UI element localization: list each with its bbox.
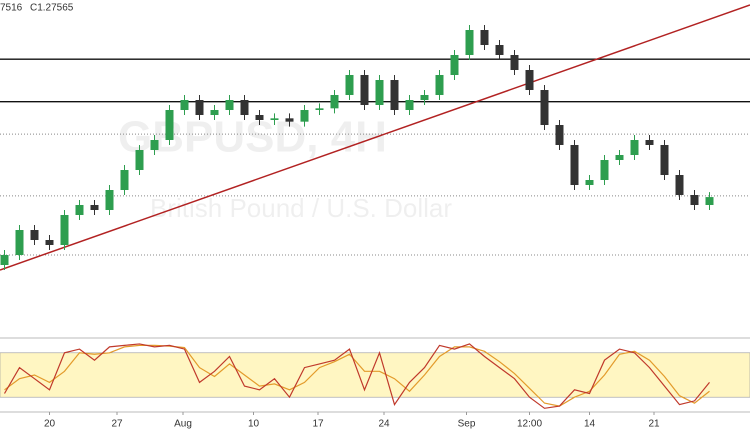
candle-body xyxy=(270,118,279,120)
x-tick-label: 12:00 xyxy=(517,419,542,430)
candle-body xyxy=(615,155,624,160)
candle-body xyxy=(570,145,579,185)
candle-body xyxy=(315,108,324,110)
candle-body xyxy=(540,90,549,125)
x-tick-label: 17 xyxy=(312,419,324,430)
candle-body xyxy=(390,80,399,110)
x-tick-label: 10 xyxy=(248,419,260,430)
candle-body xyxy=(210,110,219,115)
candle-body xyxy=(150,140,159,150)
candle-body xyxy=(435,75,444,95)
candle-body xyxy=(225,100,234,110)
candle-body xyxy=(690,195,699,205)
x-tick-label: 21 xyxy=(648,419,660,430)
candle-body xyxy=(285,118,294,122)
candle-body xyxy=(165,110,174,140)
candle-body xyxy=(15,230,24,255)
candle-body xyxy=(675,175,684,195)
candle-body xyxy=(60,215,69,245)
candle-body xyxy=(630,140,639,155)
x-tick-label: 14 xyxy=(584,419,596,430)
candle-body xyxy=(30,230,39,240)
candle-body xyxy=(495,45,504,55)
candle-body xyxy=(705,197,714,205)
candle-body xyxy=(135,150,144,170)
ohlc-low: 7516 xyxy=(0,3,23,14)
candle-body xyxy=(90,205,99,210)
candle-body xyxy=(645,140,654,145)
indicator-line xyxy=(3,343,710,409)
candle-body xyxy=(585,180,594,185)
candle-body xyxy=(525,70,534,90)
candle-body xyxy=(300,110,309,122)
candle-body xyxy=(330,95,339,109)
candle-body xyxy=(465,30,474,55)
x-tick-label: Sep xyxy=(458,419,476,430)
candle-body xyxy=(375,80,384,105)
candle-body xyxy=(0,255,9,265)
candle-body xyxy=(450,55,459,75)
candle-body xyxy=(120,170,129,190)
candle-body xyxy=(240,100,249,115)
candle-body xyxy=(405,100,414,110)
candle-body xyxy=(180,100,189,110)
watermark: British Pound / U.S. Dollar xyxy=(150,193,452,223)
candle-body xyxy=(345,75,354,95)
x-tick-label: 27 xyxy=(111,419,123,430)
trendline xyxy=(0,4,750,271)
watermark: GBPUSD, 4H xyxy=(118,113,387,162)
x-tick-label: 24 xyxy=(378,419,390,430)
candle-body xyxy=(360,75,369,105)
candle-body xyxy=(660,145,669,175)
x-tick-label: 20 xyxy=(44,419,56,430)
candle-body xyxy=(195,100,204,115)
candle-body xyxy=(75,205,84,215)
candle-body xyxy=(510,55,519,70)
indicator-band xyxy=(0,352,750,398)
ohlc-close: C1.27565 xyxy=(30,3,74,14)
x-tick-label: Aug xyxy=(174,419,192,430)
candle-body xyxy=(420,95,429,100)
candle-body xyxy=(600,160,609,180)
candle-body xyxy=(45,240,54,245)
candle-body xyxy=(105,190,114,210)
candle-body xyxy=(555,125,564,145)
candle-body xyxy=(255,115,264,120)
candle-body xyxy=(480,30,489,45)
